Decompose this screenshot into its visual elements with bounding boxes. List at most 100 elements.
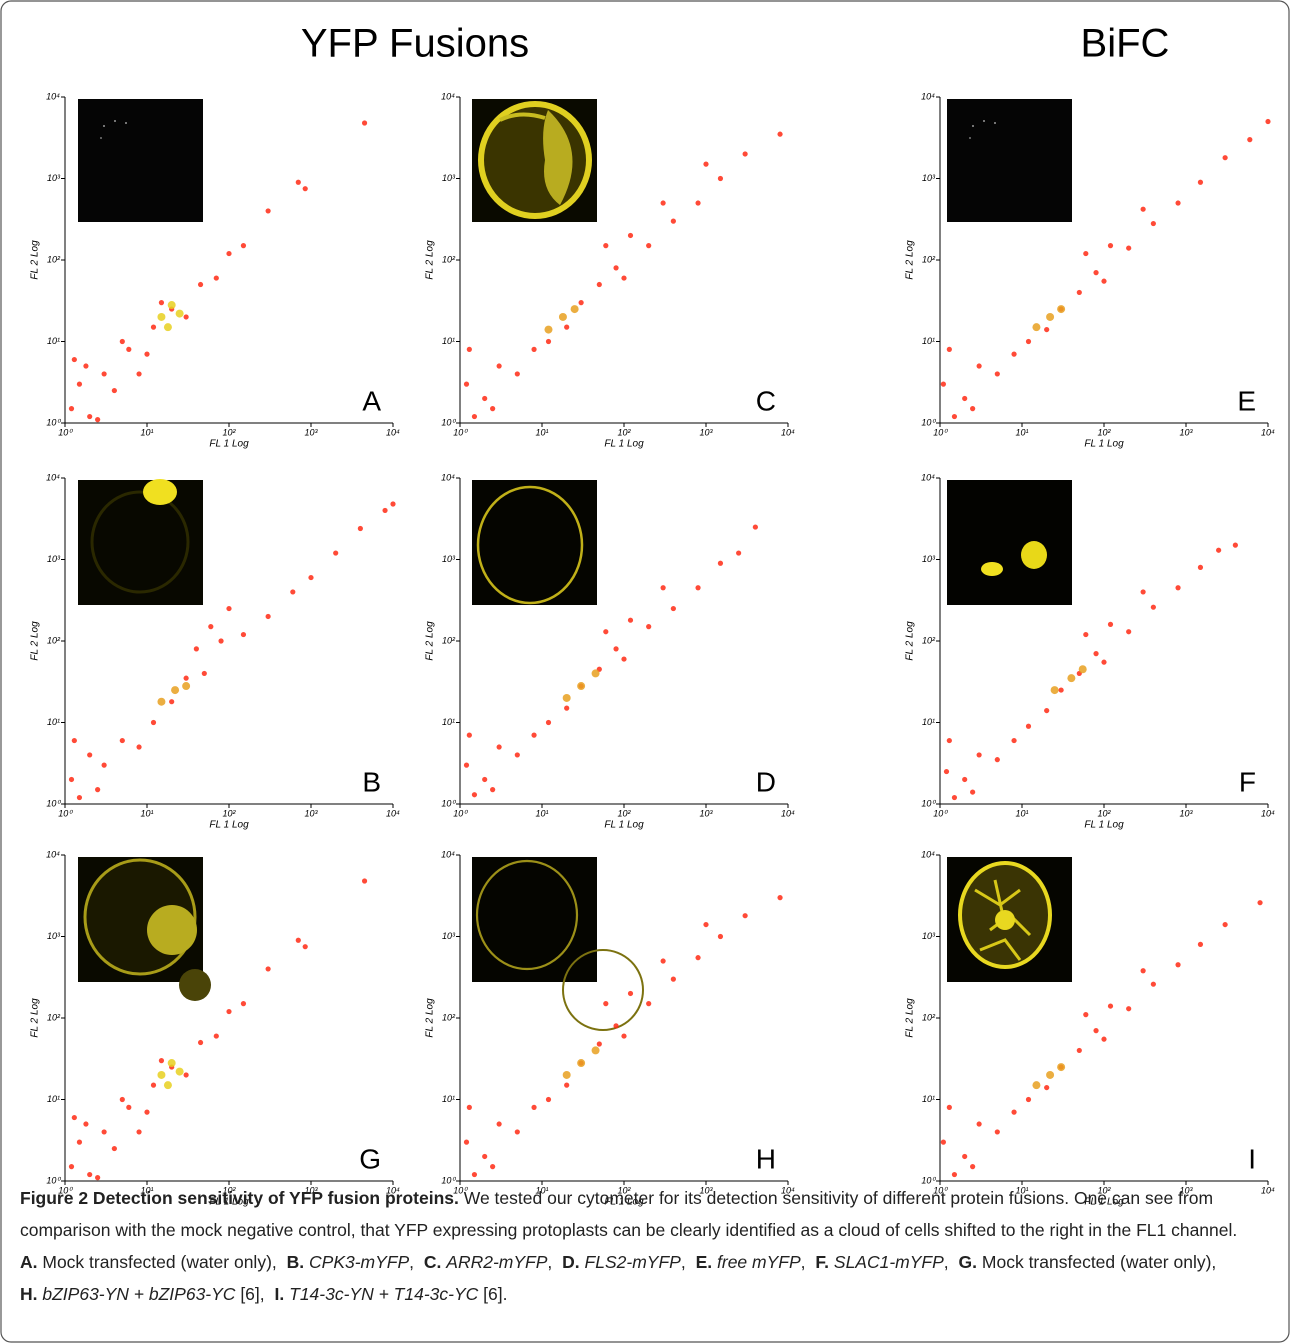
inset-f xyxy=(472,857,644,1031)
caption-item: B. CPK3-mYFP, xyxy=(287,1252,414,1272)
x-tick-label: 10¹ xyxy=(535,427,548,437)
point xyxy=(226,250,232,257)
item-tail: , xyxy=(943,1252,949,1272)
y-tick-label: 10³ xyxy=(47,554,61,564)
point xyxy=(621,275,627,281)
panel: 10⁰ 10¹ 10² 10³ 10⁴ 10⁰ 10¹ 10² 10³ 10⁴ FL 1 Log FL… xyxy=(905,472,1275,830)
item-text: FLS2-mYFP xyxy=(584,1252,681,1272)
item-tail: [6]. xyxy=(478,1284,508,1304)
point xyxy=(1140,968,1146,974)
y-tick-label: 10¹ xyxy=(922,336,935,346)
y-tick-label: 10¹ xyxy=(47,1094,60,1104)
point xyxy=(150,719,157,726)
point xyxy=(119,1096,125,1103)
caption-item: G. Mock transfected (water only), xyxy=(959,1252,1217,1272)
point xyxy=(777,895,783,901)
x-tick-label: 10⁴ xyxy=(386,427,400,437)
point xyxy=(646,243,652,249)
point xyxy=(175,1067,184,1076)
point xyxy=(361,878,368,884)
y-tick-label: 10² xyxy=(922,635,936,645)
point xyxy=(302,186,308,192)
point xyxy=(742,913,748,919)
y-tick-label: 10⁴ xyxy=(441,472,455,482)
point xyxy=(1025,723,1032,729)
x-axis-label: FL 1 Log xyxy=(1084,1197,1124,1208)
point xyxy=(514,1129,520,1135)
item-text: CPK3-mYFP xyxy=(309,1252,410,1272)
point xyxy=(87,1171,93,1178)
point xyxy=(994,371,1000,377)
point xyxy=(1032,323,1041,332)
point xyxy=(717,933,724,940)
panel: 10⁰ 10¹ 10² 10³ 10⁴ 10⁰ 10¹ 10² 10³ 10⁴ FL 1 Log FL… xyxy=(30,472,400,830)
point xyxy=(136,744,142,750)
y-tick-label: 10³ xyxy=(442,931,456,941)
y-tick-label: 10⁰ xyxy=(46,798,61,808)
point xyxy=(193,646,199,652)
y-tick-label: 10⁴ xyxy=(46,849,60,859)
point xyxy=(183,675,189,681)
y-tick-label: 10⁴ xyxy=(921,91,935,101)
point xyxy=(71,737,77,744)
point xyxy=(218,638,224,644)
point xyxy=(87,413,93,420)
x-tick-label: 10² xyxy=(617,1185,631,1195)
x-tick-label: 10² xyxy=(617,427,631,437)
point xyxy=(1032,1081,1041,1090)
point xyxy=(946,346,952,352)
point xyxy=(240,243,247,249)
point xyxy=(496,744,502,750)
point xyxy=(752,524,758,530)
inset-b xyxy=(472,99,597,222)
point xyxy=(490,787,496,793)
point xyxy=(621,656,627,662)
item-label: A. xyxy=(20,1252,38,1272)
y-tick-label: 10⁴ xyxy=(441,91,455,101)
y-tick-label: 10⁰ xyxy=(921,417,936,427)
point xyxy=(544,325,553,334)
point xyxy=(1058,687,1064,693)
y-tick-label: 10³ xyxy=(47,931,61,941)
item-label: E. xyxy=(695,1252,713,1272)
point xyxy=(101,1129,107,1135)
panel: 10⁰ 10¹ 10² 10³ 10⁴ 10⁰ 10¹ 10² 10³ 10⁴ FL 1 Log FL… xyxy=(30,849,400,1207)
point xyxy=(466,732,472,738)
point xyxy=(490,1164,496,1170)
point xyxy=(95,787,101,793)
point xyxy=(1107,1003,1114,1009)
point xyxy=(101,371,107,377)
y-axis-label: FL 2 Log xyxy=(30,621,41,661)
x-axis-label: FL 1 Log xyxy=(1084,439,1124,450)
point xyxy=(76,1139,83,1145)
x-axis-label: FL 1 Log xyxy=(604,439,644,450)
caption-title: Figure 2 Detection sensitivity of YFP fu… xyxy=(20,1188,459,1208)
point xyxy=(1101,1036,1107,1042)
point xyxy=(1076,1047,1082,1054)
point xyxy=(736,550,742,556)
x-axis-label: FL 1 Log xyxy=(209,439,249,450)
inset-h xyxy=(947,480,1072,605)
point xyxy=(514,752,520,758)
point xyxy=(564,705,570,711)
point xyxy=(962,395,968,402)
point xyxy=(577,682,586,691)
x-tick-label: 10³ xyxy=(1179,1185,1193,1195)
x-tick-label: 10² xyxy=(222,427,236,437)
point xyxy=(111,387,117,394)
caption: Figure 2 Detection sensitivity of YFP fu… xyxy=(20,1182,1275,1310)
point xyxy=(564,324,570,330)
point xyxy=(87,752,93,758)
y-tick-label: 10³ xyxy=(922,554,936,564)
y-tick-label: 10⁰ xyxy=(46,1175,61,1185)
x-tick-label: 10⁴ xyxy=(1261,808,1275,818)
point xyxy=(1083,250,1089,257)
point xyxy=(265,966,271,972)
point xyxy=(613,265,619,271)
point xyxy=(158,1058,165,1064)
x-tick-label: 10⁰ xyxy=(933,808,948,818)
x-tick-label: 10⁴ xyxy=(781,808,795,818)
point xyxy=(1076,289,1082,296)
point xyxy=(976,752,982,758)
point xyxy=(962,1153,968,1160)
